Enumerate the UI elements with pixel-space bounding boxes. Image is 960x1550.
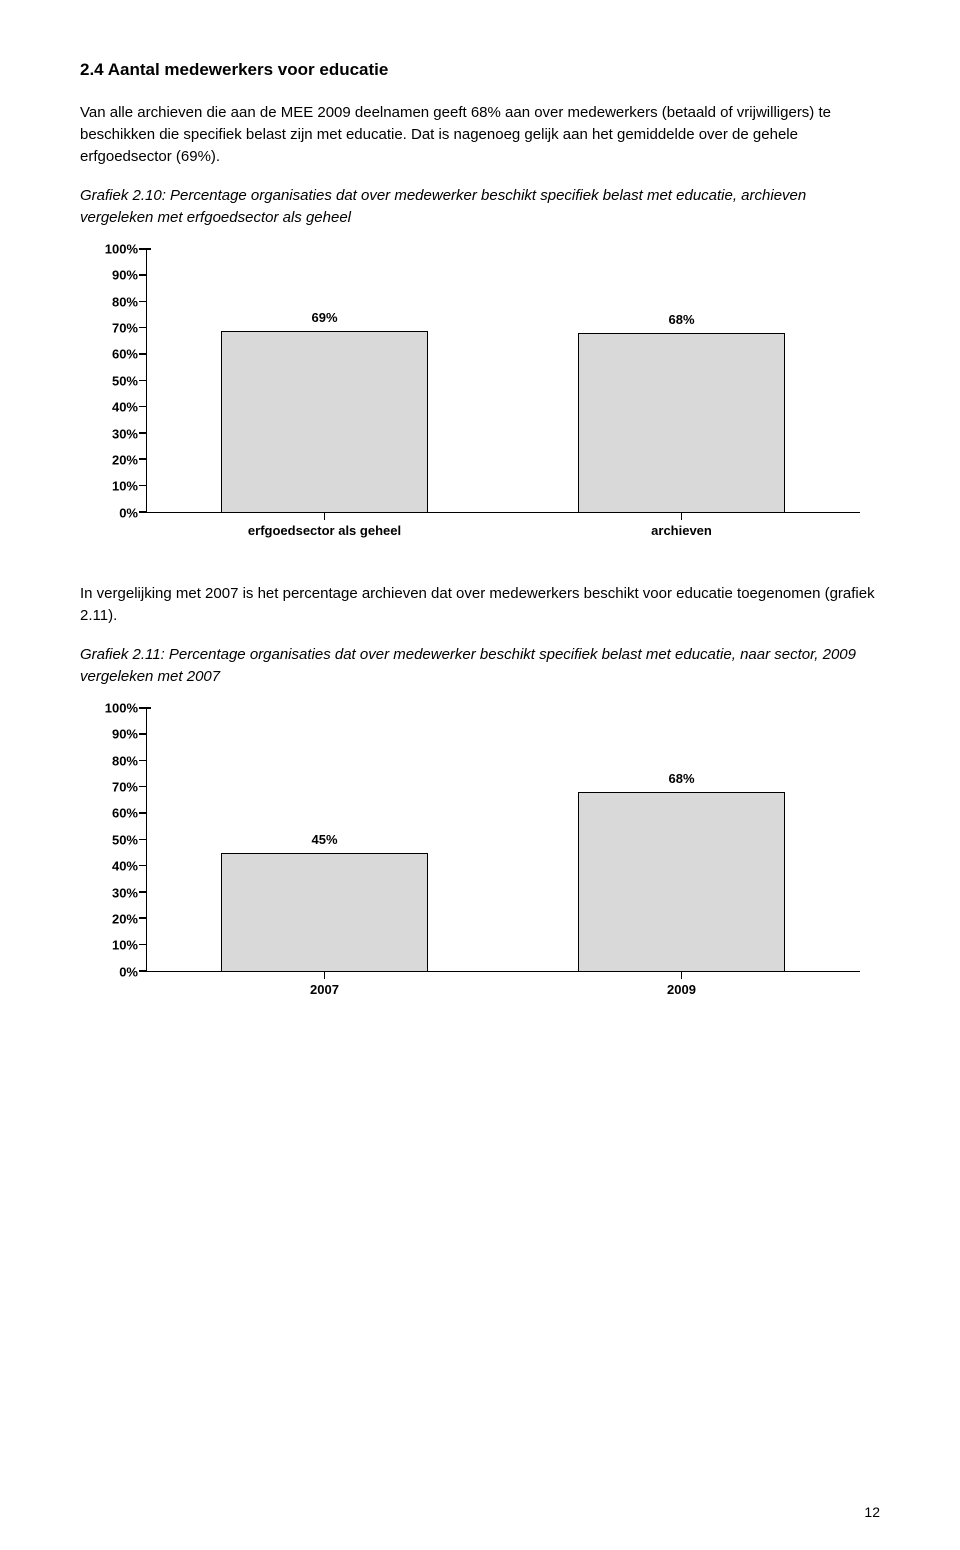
y-tick xyxy=(139,485,147,487)
y-axis-cap xyxy=(143,707,151,709)
bar-value-label: 69% xyxy=(311,310,337,325)
x-tick xyxy=(324,513,326,520)
y-axis-label: 0% xyxy=(88,505,138,520)
bar xyxy=(578,792,785,972)
chart-2: 0% 10% 20% 30% 40% 50% 60% 70% 80% 90% 100% 45% 2007… xyxy=(80,702,880,1012)
bar-value-label: 68% xyxy=(668,771,694,786)
bar xyxy=(221,853,428,972)
y-tick xyxy=(139,274,147,276)
y-tick xyxy=(139,733,147,735)
y-tick xyxy=(139,511,147,513)
y-axis-label: 30% xyxy=(88,426,138,441)
y-axis-label: 100% xyxy=(88,700,138,715)
y-axis-label: 70% xyxy=(88,320,138,335)
y-axis-label: 0% xyxy=(88,964,138,979)
y-tick xyxy=(139,865,147,867)
paragraph-1: Van alle archieven die aan de MEE 2009 d… xyxy=(80,102,880,167)
x-axis-label: archieven xyxy=(651,523,712,538)
page-number: 12 xyxy=(864,1504,880,1520)
y-axis-label: 20% xyxy=(88,911,138,926)
y-axis-label: 80% xyxy=(88,294,138,309)
y-tick xyxy=(139,760,147,762)
bar xyxy=(221,331,428,513)
y-tick xyxy=(139,917,147,919)
y-tick xyxy=(139,786,147,788)
y-axis-label: 50% xyxy=(88,832,138,847)
x-axis-label: erfgoedsector als geheel xyxy=(248,523,401,538)
y-axis-label: 30% xyxy=(88,885,138,900)
y-axis-label: 60% xyxy=(88,347,138,362)
y-tick xyxy=(139,432,147,434)
x-tick xyxy=(324,972,326,979)
x-axis-label: 2009 xyxy=(667,982,696,997)
y-axis-label: 70% xyxy=(88,779,138,794)
x-axis-label: 2007 xyxy=(310,982,339,997)
y-tick xyxy=(139,891,147,893)
y-axis-label: 40% xyxy=(88,859,138,874)
y-tick xyxy=(139,380,147,382)
paragraph-2: In vergelijking met 2007 is het percenta… xyxy=(80,583,880,627)
x-tick xyxy=(681,513,683,520)
y-axis-label: 60% xyxy=(88,806,138,821)
y-tick xyxy=(139,301,147,303)
y-axis-label: 10% xyxy=(88,479,138,494)
y-tick xyxy=(139,839,147,841)
y-axis-label: 90% xyxy=(88,268,138,283)
y-axis-label: 80% xyxy=(88,753,138,768)
y-tick xyxy=(139,970,147,972)
y-axis-cap xyxy=(143,248,151,250)
chart-1: 0% 10% 20% 30% 40% 50% 60% 70% 80% 90% 100% 69% erfg… xyxy=(80,243,880,553)
y-tick xyxy=(139,812,147,814)
y-tick xyxy=(139,327,147,329)
chart-2-title: Grafiek 2.11: Percentage organisaties da… xyxy=(80,644,880,688)
bar xyxy=(578,333,785,513)
y-axis-label: 50% xyxy=(88,373,138,388)
section-heading: 2.4 Aantal medewerkers voor educatie xyxy=(80,60,880,80)
bar-value-label: 45% xyxy=(311,832,337,847)
chart-1-title: Grafiek 2.10: Percentage organisaties da… xyxy=(80,185,880,229)
y-tick xyxy=(139,406,147,408)
y-tick xyxy=(139,458,147,460)
y-tick xyxy=(139,944,147,946)
y-axis-label: 90% xyxy=(88,727,138,742)
bar-value-label: 68% xyxy=(668,312,694,327)
y-tick xyxy=(139,353,147,355)
y-axis-label: 10% xyxy=(88,938,138,953)
y-axis-label: 20% xyxy=(88,452,138,467)
y-axis-label: 40% xyxy=(88,400,138,415)
x-tick xyxy=(681,972,683,979)
y-axis-label: 100% xyxy=(88,241,138,256)
